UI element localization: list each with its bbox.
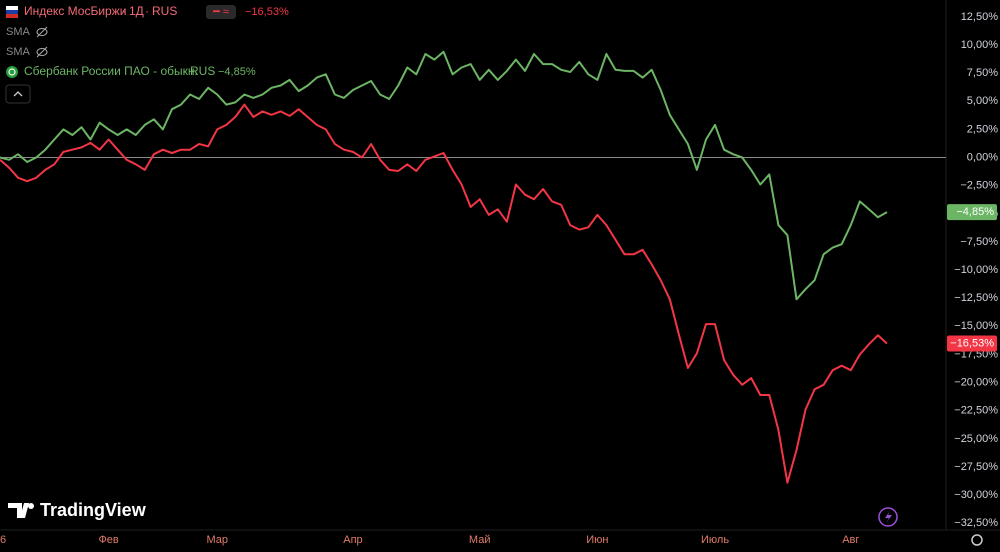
- x-tick-label: Апр: [343, 534, 362, 546]
- brand-name: TradingView: [40, 500, 147, 520]
- brand-logo: [28, 503, 34, 509]
- mode-icon: ━ ≈: [212, 6, 229, 18]
- hide-icon[interactable]: [36, 28, 48, 36]
- flag-icon: [6, 6, 18, 10]
- flag-icon: [6, 14, 18, 18]
- dot: ·: [145, 4, 149, 18]
- indicator[interactable]: SMA: [6, 46, 31, 58]
- exchange: RUS: [152, 4, 177, 18]
- alert-icon: [885, 511, 892, 523]
- y-tick-label: −20,00%: [954, 376, 998, 388]
- y-tick-label: 2,50%: [967, 123, 998, 135]
- hide-icon[interactable]: [36, 48, 48, 56]
- x-tick-label: 26: [0, 534, 6, 546]
- sber-icon: [8, 68, 16, 76]
- y-tick-label: 12,50%: [961, 11, 999, 23]
- y-tick-label: −27,50%: [954, 461, 998, 473]
- settings-button[interactable]: [971, 534, 983, 546]
- sber-icon: [6, 66, 18, 78]
- hide-icon: [36, 46, 48, 58]
- collapse-icon: [13, 91, 23, 97]
- y-tick-label: 0,00%: [967, 151, 998, 163]
- x-tick-label: Июль: [701, 534, 729, 546]
- mode-toggle[interactable]: [206, 5, 236, 19]
- legend-entry[interactable]: Сбербанк России ПАО - обыкн.: [24, 64, 198, 78]
- y-tick-label: −15,00%: [954, 320, 998, 332]
- dot: ·: [183, 64, 187, 78]
- hide-icon: [36, 26, 48, 38]
- legend: Индекс МосБиржи · 1Д · RUS ━ ≈ −16,53% S…: [5, 4, 289, 104]
- y-tick-label: −7,50%: [960, 236, 998, 248]
- price-badge: [947, 335, 997, 352]
- y-tick-label: −2,50%: [960, 180, 998, 192]
- x-tick-label: Июн: [586, 534, 608, 546]
- interval: 1Д: [129, 4, 144, 18]
- x-tick-label: Май: [469, 534, 491, 546]
- indicator[interactable]: SMA: [6, 26, 31, 38]
- price-label: −4,85%: [956, 206, 994, 218]
- x-tick-label: Авг: [842, 534, 859, 546]
- legend-value: −16,53%: [245, 6, 289, 18]
- collapse-button[interactable]: [5, 84, 31, 104]
- series-line: [0, 103, 888, 484]
- series-line: [0, 50, 888, 301]
- exchange: RUS: [190, 64, 215, 78]
- alert-button[interactable]: [878, 507, 898, 527]
- brand: TradingView: [8, 500, 147, 520]
- price-label: −16,53%: [950, 337, 994, 349]
- dot: ·: [122, 4, 126, 18]
- x-tick-label: Мар: [206, 534, 228, 546]
- brand-logo: [8, 503, 29, 518]
- y-tick-label: −25,00%: [954, 433, 998, 445]
- price-badge: [947, 204, 997, 221]
- legend-value: −4,85%: [218, 66, 256, 78]
- y-tick-label: −12,50%: [954, 292, 998, 304]
- x-tick-label: Фев: [98, 534, 118, 546]
- y-tick-label: 10,00%: [961, 39, 999, 51]
- y-tick-label: −32,50%: [954, 517, 998, 529]
- y-tick-label: 7,50%: [967, 67, 998, 79]
- y-tick-label: −30,00%: [954, 489, 998, 501]
- y-tick-label: 5,00%: [967, 95, 998, 107]
- y-tick-label: −10,00%: [954, 264, 998, 276]
- legend-entry[interactable]: Индекс МосБиржи: [24, 4, 126, 18]
- y-tick-label: −22,50%: [954, 405, 998, 417]
